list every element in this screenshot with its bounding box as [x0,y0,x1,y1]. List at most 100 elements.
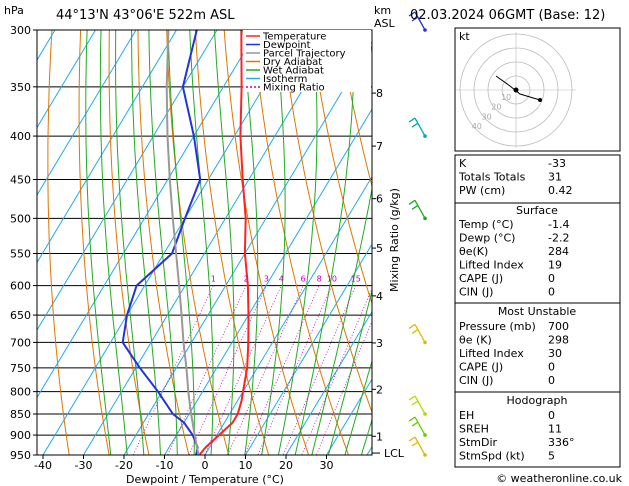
surface-title: Surface [516,204,558,217]
mixing-ratio-label: 2 [244,275,249,284]
table-row-value: 0 [548,286,555,299]
dry-adiabat-line [281,30,372,414]
temperature-tick-label: 30 [320,459,334,472]
dry-adiabat-line [252,30,350,455]
pressure-tick-label: 500 [10,212,31,225]
table-row-label: StmDir [459,436,498,449]
hodograph-table: Hodograph EH 0 SREH 11 StmDir 336° StmSpd (kt)… [454,391,621,468]
wind-barbs [408,11,427,457]
pressure-tick-label: 600 [10,280,31,293]
table-row-label: SREH [459,423,489,436]
table-row-value: 30 [548,347,562,360]
isotherm-line [37,30,97,129]
table-row-value: -2.2 [548,232,569,245]
wind-barb [408,436,427,457]
altitude-tick-label: 8 [376,87,383,100]
isotherm-line [163,108,372,455]
isotherm-line [244,243,372,455]
mixing-ratio-line [204,285,282,455]
lcl-label: LCL [384,447,405,460]
table-row-value: -33 [548,157,566,170]
pressure-tick-label: 750 [10,362,31,375]
table-row-value: 0 [548,374,555,387]
table-row-value: 0.42 [548,184,573,197]
wet-adiabat-line [131,30,162,455]
mixing-ratio-labels: 1 2 3 4 6 8 10 15 [211,275,361,284]
indices-table: K -33 Totals Totals 31 PW (cm) 0.42 [454,154,621,204]
mixing-ratio-line [257,285,333,455]
legend-label: Isotherm [263,74,307,85]
legend-label: Mixing Ratio [263,83,325,94]
table-row-value: 0 [548,409,555,422]
copyright-notice: © weatheronline.co.uk [496,472,622,485]
pressure-tick-label: 650 [10,309,31,322]
mixing-ratio-label: 15 [351,275,361,284]
temperature-tick-label: -20 [115,459,133,472]
mixing-ratio-line [132,285,214,455]
wind-barb [408,395,427,416]
wet-adiabat-line [311,186,372,455]
table-row-value: -1.4 [548,218,569,231]
table-row-value: 11 [548,423,562,436]
table-row-value: 298 [548,334,569,347]
mixing-ratio-label: 6 [301,275,306,284]
table-row-label: StmSpd (kt) [459,450,525,463]
hpa-unit-label: hPa [4,4,24,17]
table-row-value: 0 [548,272,555,285]
dewpoint-curve [121,30,202,455]
mixing-ratio-line [244,285,320,455]
hodograph-stats-box [454,391,621,468]
isotherm-line [37,30,259,399]
table-row-value: 336° [548,436,575,449]
pressure-tick-label: 850 [10,408,31,421]
mixing-ratio-line [167,285,247,455]
surface-table: Surface Temp (°C) -1.4 Dewp (°C) -2.2 θe(K) 2… [454,202,621,304]
wet-adiabat-line [344,359,372,455]
pressure-tick-label: 400 [10,130,31,143]
hodograph-stats-title: Hodograph [507,394,568,407]
mixing-ratio-label: 1 [211,275,216,284]
hodograph-ring-label: 10 [501,93,511,102]
mixing-ratio-line [315,320,372,455]
legend-background [243,30,371,92]
altitude-tick-label: 3 [376,337,383,350]
temperature-tick-label: -40 [34,459,52,472]
legend-label: Wet Adiabat [263,66,324,77]
table-row-label: K [459,157,467,170]
hodograph-ring-label: 20 [491,103,501,112]
isotherm-line [37,30,178,264]
table-row-label: Pressure (mb) [459,320,536,333]
altitude-tick-label: 2 [376,383,383,396]
dry-adiabat-line [223,30,310,455]
altitude-tick-label: 1 [376,430,383,443]
wind-barb [408,199,427,221]
table-row-label: PW (cm) [459,184,505,197]
legend-label: Temperature [262,32,326,43]
dry-adiabat-line [47,30,70,455]
parcel-trajectory-curve [165,30,201,455]
hodograph-ring-label: 30 [482,112,492,121]
wind-barb [408,117,427,138]
isotherm-line [204,175,372,455]
isotherm-line [37,30,218,331]
wet-adiabat-line [261,30,286,455]
legend-label: Dewpoint [263,40,311,51]
wet-adiabat-line [189,30,214,455]
pressure-tick-label: 300 [10,24,31,37]
table-row-label: Totals Totals [458,171,526,184]
most-unstable-title: Most Unstable [498,305,577,318]
table-row-label: Dewp (°C) [459,232,515,245]
mixing-ratio-line [188,285,267,455]
table-row-label: CIN (J) [459,286,493,299]
pressure-tick-label: 350 [10,81,31,94]
pressure-tick-label: 550 [10,247,31,260]
table-row-label: Lifted Index [459,259,524,272]
surface-box [454,202,621,304]
table-row-value: 0 [548,361,555,374]
table-row-value: 19 [548,259,562,272]
km-unit-label: km [374,4,391,17]
hodograph-frame [454,27,621,152]
pressure-axis: 300 350 400 450 500 550 600 650 700 750 800 850 900 9… [10,24,37,462]
table-row-label: Temp (°C) [458,218,514,231]
